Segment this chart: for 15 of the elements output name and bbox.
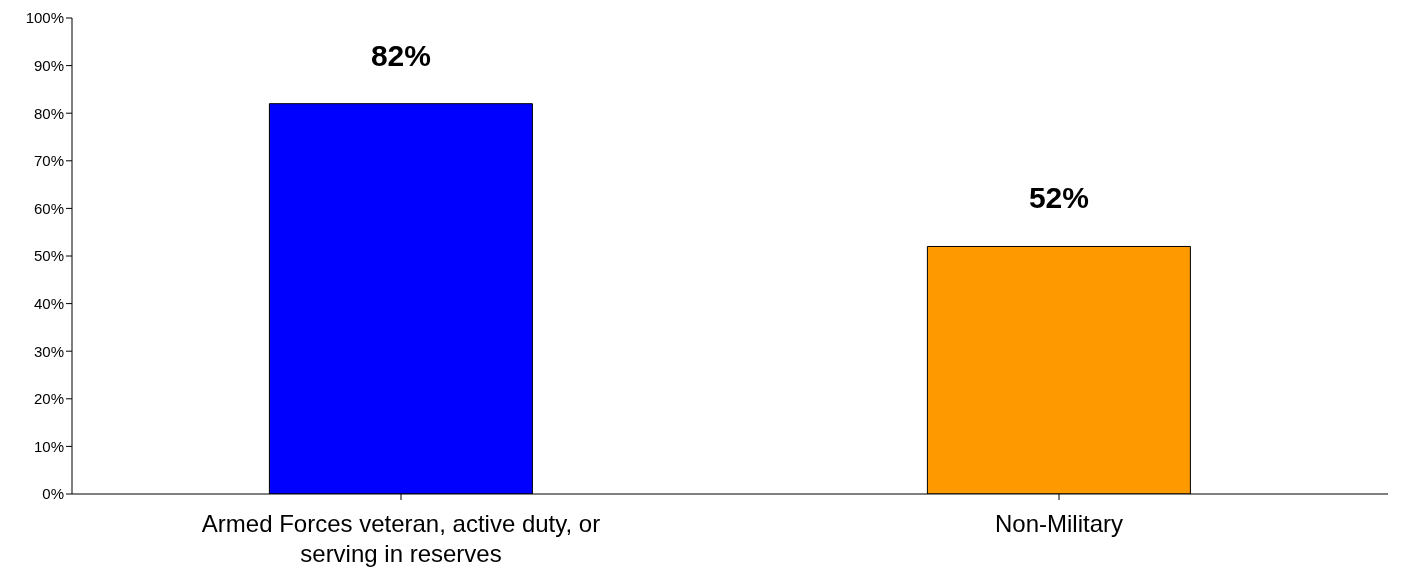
x-tick-label: Armed Forces veteran, active duty, or serving in reserves (201, 510, 601, 567)
y-tick-label: 60% (33, 199, 64, 217)
data-label: 82% (370, 38, 431, 72)
y-tick-label: 20% (33, 390, 64, 408)
y-tick-label: 0% (42, 485, 64, 503)
y-tick-label: 100% (25, 9, 64, 27)
y-tick-label: 90% (33, 56, 64, 74)
y-tick-label: 10% (33, 437, 64, 455)
y-tick-label: 80% (33, 104, 64, 122)
y-tick-label: 30% (33, 342, 64, 360)
y-tick-label: 50% (33, 247, 64, 265)
x-tick-label: Non-Military (994, 510, 1124, 537)
y-tick-label: 40% (33, 294, 64, 312)
y-tick-label: 70% (33, 152, 64, 170)
data-label: 52% (1028, 181, 1089, 215)
